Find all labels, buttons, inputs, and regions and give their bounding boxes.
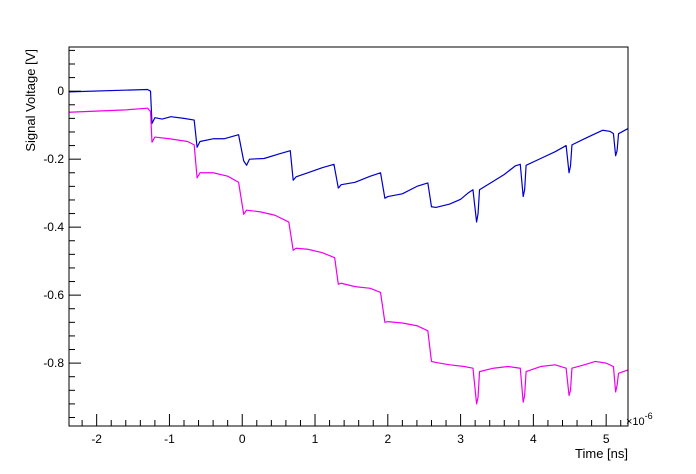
x-tick-label: 2 <box>384 432 391 446</box>
x-tick-label: 5 <box>603 432 610 446</box>
y-tick-label: -0.8 <box>43 356 64 370</box>
x-tick-label: -2 <box>91 432 102 446</box>
x-tick-label: 0 <box>239 432 246 446</box>
x-axis-label: Time [ns] <box>575 446 628 461</box>
y-axis-label: Signal Voltage [V] <box>23 49 38 152</box>
y-tick-label: -0.2 <box>43 152 64 166</box>
y-axis: 0 -0.2 -0.4 -0.6 -0.8 <box>43 49 81 419</box>
x-tick-label: 4 <box>530 432 537 446</box>
y-tick-label: -0.4 <box>43 220 64 234</box>
series-layer <box>68 88 629 405</box>
x-tick-label: -1 <box>164 432 175 446</box>
x-axis-multiplier-base: ×10 <box>626 416 645 428</box>
y-tick-label: -0.6 <box>43 288 64 302</box>
x-axis-multiplier-exponent: -6 <box>645 411 653 421</box>
x-tick-label: 3 <box>457 432 464 446</box>
y-tick-label: 0 <box>57 84 64 98</box>
plot-frame <box>68 46 629 427</box>
x-axis: -2 -1 0 1 2 3 4 5 <box>81 414 622 446</box>
x-axis-multiplier: ×10-6 <box>626 411 653 428</box>
series-line-1 <box>68 88 629 223</box>
series-line-2 <box>68 107 629 405</box>
x-tick-label: 1 <box>312 432 319 446</box>
